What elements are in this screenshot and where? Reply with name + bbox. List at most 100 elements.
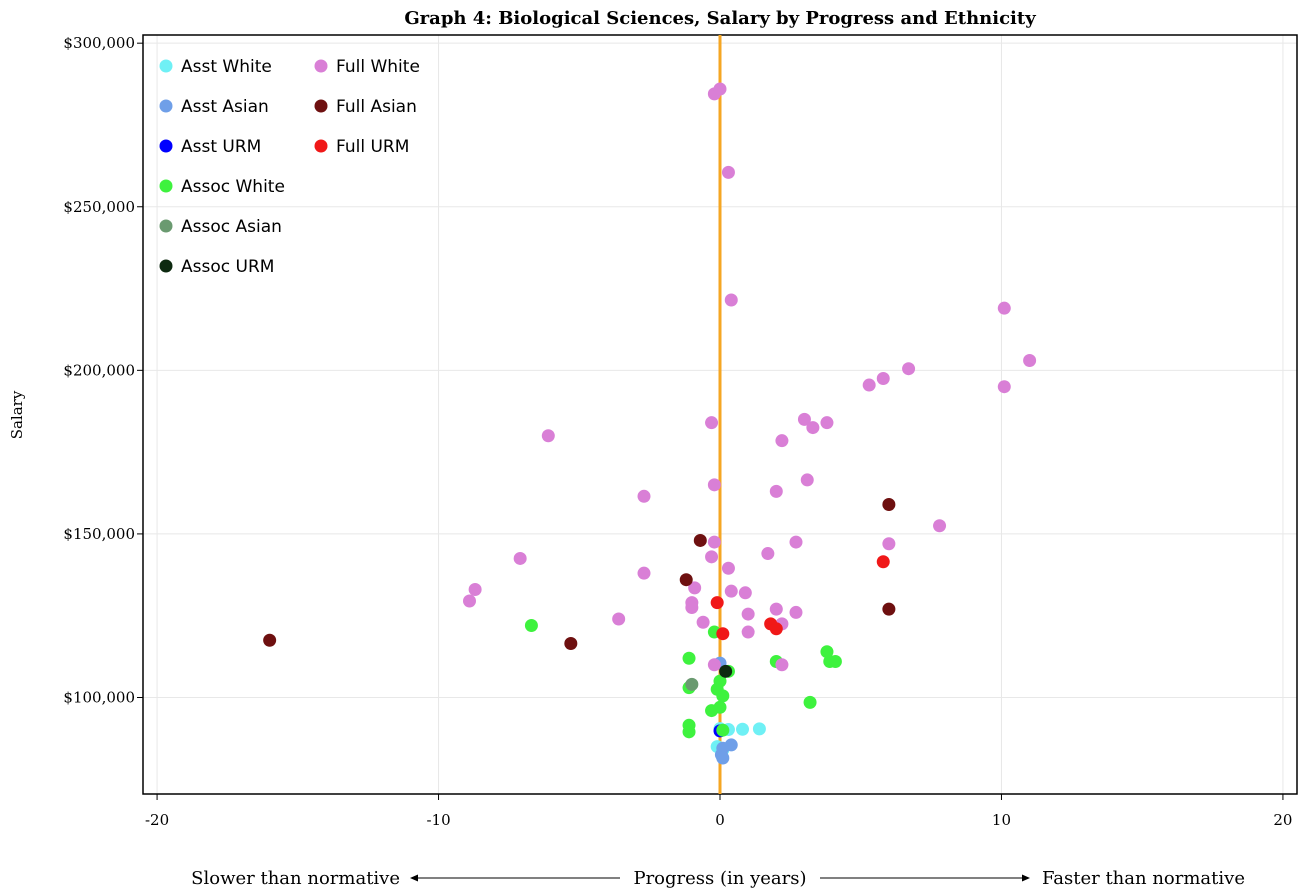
legend: Asst White Asst Asian Asst URM Assoc White A… <box>159 57 420 277</box>
point-assoc-white <box>682 725 696 739</box>
y-tick-label: $250,000 <box>63 198 135 216</box>
point-asst-asian <box>716 751 730 765</box>
point-full-asian <box>693 533 707 547</box>
legend-item-asst-asian: Asst Asian <box>159 97 269 117</box>
point-full-white <box>738 586 752 600</box>
point-full-white <box>876 372 890 386</box>
point-assoc-white <box>828 655 842 669</box>
point-full-white <box>685 601 699 615</box>
point-assoc-white <box>716 689 730 703</box>
legend-label-assoc-white: Assoc White <box>181 177 285 197</box>
point-full-white <box>741 625 755 639</box>
point-full-asian <box>679 573 693 587</box>
axis-ticks: -20 -10 0 10 20 $100,000 $150,000 $200,000 $250,… <box>63 34 1292 829</box>
point-full-white <box>707 535 721 549</box>
point-full-white <box>713 82 727 96</box>
point-assoc-white <box>716 723 730 737</box>
point-full-white <box>721 165 735 179</box>
point-full-white <box>789 605 803 619</box>
legend-marker-full-white <box>314 59 328 73</box>
point-full-white <box>721 561 735 575</box>
legend-label-asst-white: Asst White <box>181 57 272 77</box>
point-full-white <box>462 594 476 608</box>
series-assoc-urm <box>719 664 733 678</box>
series-assoc-white <box>524 619 842 739</box>
point-full-urm <box>716 627 730 641</box>
legend-marker-assoc-urm <box>159 259 173 273</box>
point-full-white <box>705 416 719 430</box>
point-full-asian <box>882 497 896 511</box>
x-tick-label: 0 <box>715 811 725 829</box>
legend-marker-assoc-white <box>159 179 173 193</box>
point-full-white <box>769 484 783 498</box>
legend-item-full-asian: Full Asian <box>314 97 417 117</box>
point-full-white <box>724 584 738 598</box>
legend-label-asst-urm: Asst URM <box>181 137 261 157</box>
x-tick-label: 10 <box>992 811 1011 829</box>
point-full-white <box>724 293 738 307</box>
point-full-asian <box>564 637 578 651</box>
point-full-white <box>997 301 1011 315</box>
point-assoc-white <box>682 651 696 665</box>
point-full-white <box>797 412 811 426</box>
point-assoc-white <box>820 645 834 659</box>
point-assoc-white <box>713 700 727 714</box>
point-assoc-urm <box>719 664 733 678</box>
point-full-white <box>468 583 482 597</box>
y-tick-label: $100,000 <box>63 688 135 706</box>
point-full-urm <box>876 555 890 569</box>
y-tick-label: $300,000 <box>63 34 135 52</box>
faster-than-normative-label: Faster than normative <box>1042 868 1245 889</box>
point-full-white <box>741 607 755 621</box>
legend-label-assoc-urm: Assoc URM <box>181 257 274 277</box>
x-tick-label: -10 <box>426 811 450 829</box>
point-full-white <box>541 429 555 443</box>
point-full-urm <box>769 622 783 636</box>
legend-item-assoc-white: Assoc White <box>159 177 285 197</box>
point-full-white <box>902 362 916 376</box>
x-axis-caption: Slower than normative Progress (in years… <box>191 868 1245 889</box>
point-full-white <box>775 658 789 672</box>
point-full-white <box>789 535 803 549</box>
slower-than-normative-label: Slower than normative <box>191 868 400 889</box>
point-assoc-white <box>803 695 817 709</box>
point-full-white <box>1023 354 1037 368</box>
point-full-white <box>820 416 834 430</box>
legend-marker-asst-urm <box>159 139 173 153</box>
series-full-asian <box>263 497 896 651</box>
y-axis-label: Salary <box>8 390 26 439</box>
point-full-white <box>707 478 721 492</box>
legend-label-assoc-asian: Assoc Asian <box>181 217 282 237</box>
point-full-white <box>769 602 783 616</box>
legend-marker-assoc-asian <box>159 219 173 233</box>
series-assoc-asian <box>685 677 699 691</box>
point-full-asian <box>882 602 896 616</box>
point-asst-white <box>736 722 750 736</box>
x-axis-label: Progress (in years) <box>633 868 806 889</box>
x-tick-label: 20 <box>1273 811 1292 829</box>
point-full-white <box>637 489 651 503</box>
point-full-white <box>612 612 626 626</box>
point-full-white <box>933 519 947 533</box>
point-full-white <box>997 380 1011 394</box>
point-full-white <box>800 473 814 487</box>
series-full-white <box>462 82 1037 672</box>
legend-marker-full-asian <box>314 99 328 113</box>
legend-label-asst-asian: Asst Asian <box>181 97 269 117</box>
legend-marker-asst-asian <box>159 99 173 113</box>
legend-item-asst-urm: Asst URM <box>159 137 261 157</box>
legend-item-full-urm: Full URM <box>314 137 409 157</box>
point-full-white <box>806 421 820 435</box>
point-assoc-asian <box>685 677 699 691</box>
point-full-white <box>637 566 651 580</box>
point-asst-white <box>752 722 766 736</box>
chart-title: Graph 4: Biological Sciences, Salary by … <box>404 8 1036 29</box>
legend-label-full-urm: Full URM <box>336 137 409 157</box>
x-tick-label: -20 <box>145 811 169 829</box>
legend-label-full-white: Full White <box>336 57 420 77</box>
point-assoc-white <box>713 674 727 688</box>
series-full-urm <box>710 555 890 641</box>
point-full-asian <box>263 633 277 647</box>
point-full-white <box>761 547 775 561</box>
